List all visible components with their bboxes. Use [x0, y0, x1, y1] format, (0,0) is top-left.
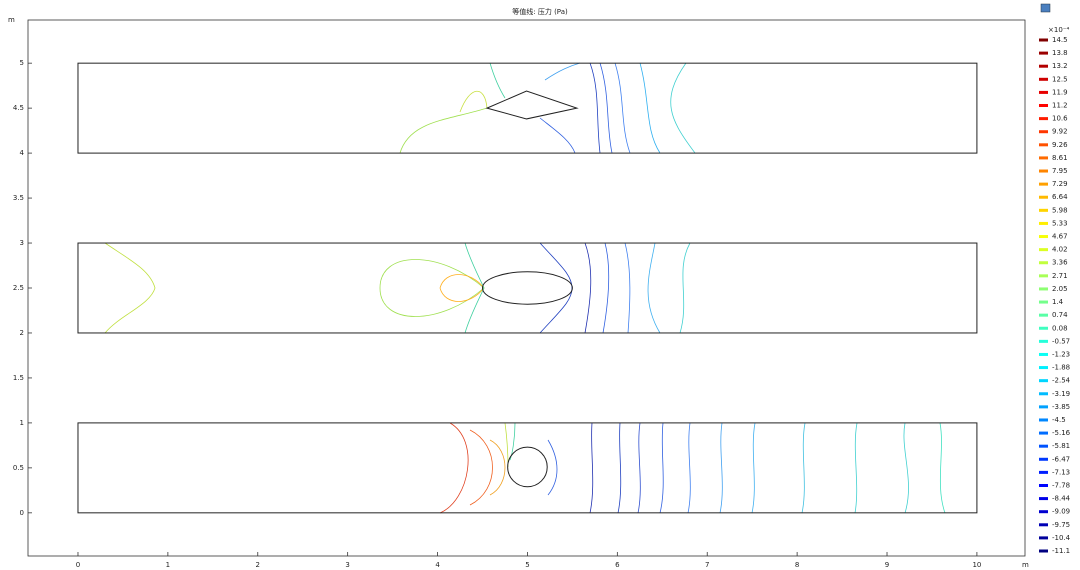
colorbar-label: -0.57	[1052, 337, 1070, 345]
colorbar-exponent: ×10⁻⁴	[1048, 26, 1069, 34]
y-tick-label: 5	[20, 59, 24, 67]
x-tick-label: 6	[615, 561, 620, 569]
channel	[77, 422, 978, 514]
y-tick-label: 2.5	[13, 284, 24, 292]
x-tick-label: 0	[76, 561, 80, 569]
colorbar-label: 13.2	[1052, 62, 1068, 70]
y-tick-label: 4	[20, 149, 25, 157]
colorbar-label: 5.33	[1052, 219, 1068, 227]
colorbar-label: -6.47	[1052, 455, 1070, 463]
colorbar-label: -11.1	[1052, 547, 1070, 555]
chart-title: 等值线: 压力 (Pa)	[512, 7, 568, 16]
colorbar-label: 8.61	[1052, 154, 1068, 162]
colorbar-label: -7.78	[1052, 481, 1070, 489]
colorbar-label: -10.4	[1052, 534, 1071, 542]
colorbar-label: 14.5	[1052, 36, 1068, 44]
colorbar-label: 9.92	[1052, 128, 1068, 136]
colorbar-label: -9.09	[1052, 508, 1070, 516]
colorbar-label: 4.67	[1052, 233, 1068, 241]
colorbar-label: -9.75	[1052, 521, 1070, 529]
obstacle	[481, 271, 573, 305]
x-tick-label: 8	[795, 561, 799, 569]
y-tick-label: 1	[20, 419, 24, 427]
x-tick-label: 5	[525, 561, 529, 569]
colorbar-label: -5.81	[1052, 442, 1070, 450]
contour-lines	[104, 62, 946, 514]
colorbar-label: 2.05	[1052, 285, 1068, 293]
y-tick-label: 2	[20, 329, 24, 337]
y-tick-label: 4.5	[13, 104, 24, 112]
colorbar-label: 13.8	[1052, 49, 1068, 57]
x-tick-label: 3	[345, 561, 349, 569]
x-tick-label: 4	[435, 561, 440, 569]
y-axis-unit: m	[8, 16, 15, 24]
colorbar-label: 10.6	[1052, 115, 1068, 123]
colorbar-label: 4.02	[1052, 246, 1068, 254]
colorbar-label: 11.2	[1052, 102, 1068, 110]
colorbar-label: 3.36	[1052, 259, 1068, 267]
x-axis-unit: m	[1022, 561, 1029, 569]
colorbar-label: 6.64	[1052, 193, 1068, 201]
y-tick-label: 1.5	[13, 374, 24, 382]
y-tick-label: 0.5	[13, 464, 24, 472]
x-tick-label: 2	[256, 561, 260, 569]
colorbar-label: 7.29	[1052, 180, 1068, 188]
colorbar-label: -4.5	[1052, 416, 1066, 424]
colorbar-label: -8.44	[1052, 495, 1071, 503]
plot-frame	[27, 19, 1026, 557]
colorbar-label: 11.9	[1052, 88, 1068, 96]
y-tick-label: 0	[20, 509, 24, 517]
channel	[77, 242, 978, 334]
colorbar-label: 0.74	[1052, 311, 1068, 319]
x-tick-label: 7	[705, 561, 709, 569]
colorbar-label: 5.98	[1052, 206, 1068, 214]
channel	[77, 62, 978, 154]
colorbar-label: -7.13	[1052, 468, 1070, 476]
colorbar-label: -1.23	[1052, 350, 1070, 358]
obstacle	[507, 446, 548, 488]
y-tick-label: 3	[20, 239, 24, 247]
colorbar-label: 12.5	[1052, 75, 1068, 83]
colorbar-label: -1.88	[1052, 364, 1070, 372]
colorbar-label: -5.16	[1052, 429, 1071, 437]
obstacle	[485, 90, 579, 120]
colorbar-label: 1.4	[1052, 298, 1064, 306]
toolbar-icon[interactable]	[1040, 3, 1051, 13]
y-tick-label: 3.5	[13, 194, 24, 202]
colorbar-label: -3.19	[1052, 390, 1070, 398]
colorbar-label: 7.95	[1052, 167, 1068, 175]
colorbar-label: -3.85	[1052, 403, 1070, 411]
x-tick-label: 10	[972, 561, 981, 569]
x-tick-label: 9	[885, 561, 889, 569]
colorbar-label: 2.71	[1052, 272, 1068, 280]
x-tick-label: 1	[166, 561, 170, 569]
colorbar-label: -2.54	[1052, 377, 1071, 385]
colorbar-label: 9.26	[1052, 141, 1068, 149]
colorbar-label: 0.08	[1052, 324, 1068, 332]
